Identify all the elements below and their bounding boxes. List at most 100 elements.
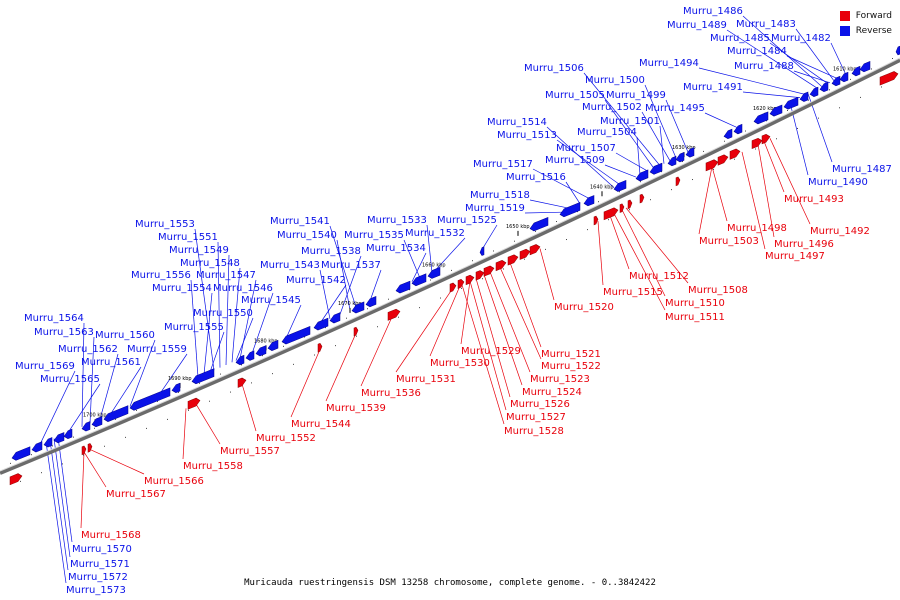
reverse-gene-arrow <box>667 155 677 167</box>
forward-gene-label: Murru_1552 <box>256 433 316 444</box>
reverse-gene-arrow <box>783 96 799 110</box>
leader-line <box>53 438 71 558</box>
tick-dot <box>871 68 872 70</box>
leader-line <box>45 441 67 584</box>
forward-gene-arrow <box>507 254 519 266</box>
legend: Forward Reverse <box>839 8 892 38</box>
forward-gene-label: Murru_1510 <box>665 298 725 309</box>
reverse-gene-label: Murru_1548 <box>180 258 240 269</box>
forward-gene-arrow <box>353 326 359 337</box>
tick-dot <box>199 382 200 384</box>
reverse-gene-arrow <box>313 317 329 331</box>
forward-gene-label: Murru_1512 <box>629 271 689 282</box>
tick-dot <box>640 181 641 183</box>
forward-gene-label: Murru_1508 <box>688 285 748 296</box>
tick-dot <box>587 229 588 231</box>
leader-line <box>360 316 393 387</box>
tick-dot <box>713 168 714 170</box>
leader-line <box>539 248 555 301</box>
tick-dot <box>787 109 788 111</box>
reverse-gene-arrow <box>733 123 743 135</box>
reverse-swatch-icon <box>839 25 850 36</box>
reverse-gene-arrow <box>191 368 215 385</box>
leader-line <box>597 221 604 286</box>
scale-tick-label: 1620 kbp <box>753 106 777 112</box>
forward-gene-arrow <box>529 244 541 256</box>
forward-swatch-icon <box>839 10 850 21</box>
tick-dot <box>671 189 672 191</box>
reverse-gene-arrow <box>831 75 841 87</box>
tick-dot <box>41 472 42 474</box>
forward-gene-arrow <box>483 265 495 277</box>
legend-forward: Forward <box>839 8 892 23</box>
forward-gene-label: Murru_1536 <box>361 388 421 399</box>
scale-tick-label: 1700 kbp <box>83 412 107 418</box>
leader-line <box>613 213 666 311</box>
tick-dot <box>325 327 326 329</box>
reverse-gene-label: Murru_1542 <box>286 275 346 286</box>
tick-dot <box>661 171 662 173</box>
forward-gene-label: Murru_1567 <box>106 489 166 500</box>
leader-line <box>429 285 461 357</box>
tick-dot <box>167 418 168 420</box>
reverse-gene-arrow <box>685 147 695 158</box>
leader-line <box>80 451 85 529</box>
leader-line <box>565 181 581 204</box>
forward-gene-arrow <box>627 199 633 210</box>
forward-gene-arrow <box>87 443 93 453</box>
reverse-gene-arrow <box>351 301 365 314</box>
leader-line <box>698 67 807 95</box>
leader-line <box>769 42 829 85</box>
reverse-gene-arrow <box>171 382 181 393</box>
forward-gene-arrow <box>639 193 645 204</box>
reverse-gene-arrow <box>851 65 861 77</box>
leader-line <box>830 42 847 76</box>
legend-reverse-label: Reverse <box>855 25 892 36</box>
leader-line <box>433 237 466 272</box>
leader-line <box>460 281 471 345</box>
tick-dot <box>650 199 651 201</box>
forward-gene-arrow <box>457 278 465 289</box>
chromosome-backbone-highlight <box>0 57 900 472</box>
tick-dot <box>31 454 32 456</box>
tick-dot <box>839 107 840 109</box>
reverse-gene-label: Murru_1517 <box>473 159 533 170</box>
scale-tick-label: 1660 kbp <box>422 263 446 269</box>
reverse-gene-arrow <box>809 86 819 97</box>
forward-gene-label: Murru_1498 <box>727 223 787 234</box>
reverse-gene-arrow <box>255 345 267 357</box>
leader-line <box>159 353 188 394</box>
reverse-gene-label: Murru_1485 <box>710 33 770 44</box>
leader-line <box>499 267 542 360</box>
tick-dots <box>10 57 893 482</box>
tick-dot <box>262 355 263 357</box>
reverse-gene-label: Murru_1491 <box>683 82 743 93</box>
reverse-gene-label: Murru_1553 <box>135 219 195 230</box>
tick-dot <box>398 316 399 318</box>
tick-dot <box>524 258 525 260</box>
scale-tick-label: 1650 kbp <box>506 224 530 230</box>
reverse-gene-arrow <box>649 162 663 175</box>
leader-line <box>615 152 649 172</box>
tick-dot <box>598 201 599 203</box>
tick-dot <box>94 427 95 429</box>
leader-line <box>726 29 819 90</box>
leader-line <box>81 322 85 427</box>
leader-line <box>741 151 766 250</box>
leader-line <box>461 284 505 425</box>
leader-line <box>217 241 221 368</box>
leader-line <box>524 211 563 214</box>
tick-dot <box>125 436 126 438</box>
tick-dot <box>629 209 630 211</box>
leader-line <box>483 274 523 386</box>
leader-line <box>636 136 641 176</box>
figure-caption: Muricauda ruestringensis DSM 13258 chrom… <box>244 578 656 588</box>
reverse-gene-label: Murru_1499 <box>606 90 666 101</box>
tick-dot <box>293 363 294 365</box>
reverse-gene-arrow <box>91 416 103 428</box>
reverse-gene-label: Murru_1504 <box>577 127 637 138</box>
reverse-gene-arrow <box>31 441 43 453</box>
reverse-gene-label: Murru_1569 <box>15 361 75 372</box>
reverse-gene-label: Murru_1565 <box>40 374 100 385</box>
